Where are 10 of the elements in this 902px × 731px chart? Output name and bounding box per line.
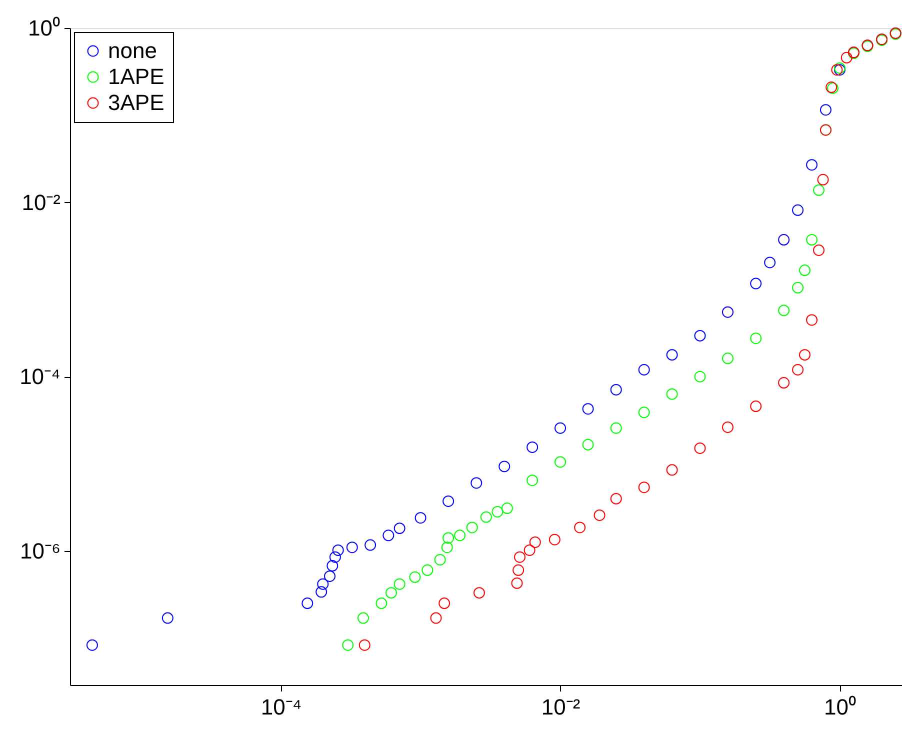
x-tick-label: 10⁻² (541, 694, 580, 720)
x-tick-label: 10⁻⁴ (260, 694, 302, 720)
y-tick-label: 10⁻² (22, 190, 60, 215)
y-tick-label: 10⁻⁶ (20, 538, 60, 564)
legend-label: none (108, 38, 157, 63)
x-tick-label: 10⁰ (824, 694, 856, 720)
legend-label: 1APE (108, 64, 164, 89)
y-tick-label: 10⁻⁴ (20, 364, 60, 390)
y-tick-label: 10⁰ (28, 16, 60, 40)
legend-label: 3APE (108, 90, 164, 115)
